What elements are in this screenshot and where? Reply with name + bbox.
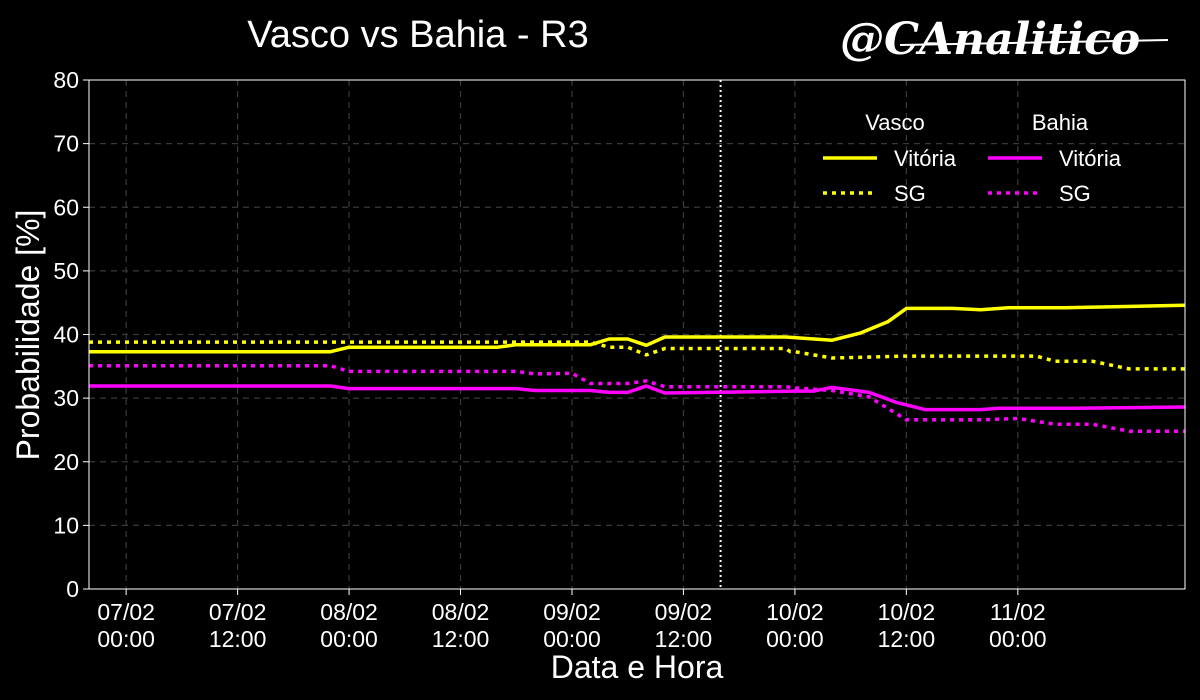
- grid-lines: [89, 80, 1185, 589]
- y-tick-label: 30: [53, 385, 79, 411]
- legend-entry-label: Vitória: [1059, 146, 1122, 171]
- x-tick-label-time: 00:00: [989, 626, 1047, 652]
- x-tick-label-date: 10/02: [766, 599, 824, 625]
- y-tick-label: 10: [53, 512, 79, 538]
- legend-entry-label: Vitória: [894, 146, 957, 171]
- x-tick-label-time: 12:00: [209, 626, 267, 652]
- x-tick-label-time: 12:00: [878, 626, 936, 652]
- x-tick-label-time: 12:00: [432, 626, 490, 652]
- series-line-vasco-vitoria: [89, 303, 1186, 354]
- x-tick-label-date: 11/02: [990, 599, 1046, 625]
- y-axis-label: Probabilidade [%]: [10, 210, 46, 461]
- x-tick-label-date: 08/02: [320, 599, 378, 625]
- x-tick-label-date: 09/02: [543, 599, 601, 625]
- x-tick-label-date: 07/02: [97, 599, 155, 625]
- x-tick-label-time: 00:00: [97, 626, 155, 652]
- y-tick-label: 50: [53, 258, 79, 284]
- x-tick-label-date: 10/02: [878, 599, 936, 625]
- series-line-vasco-sg: [89, 340, 1185, 371]
- x-tick-label-time: 00:00: [320, 626, 378, 652]
- legend-group-title: Vasco: [865, 110, 925, 135]
- x-axis-label: Data e Hora: [551, 649, 724, 685]
- y-tick-label: 20: [53, 449, 79, 475]
- legend-entry-label: SG: [894, 181, 926, 206]
- legend-group-title: Bahia: [1032, 110, 1089, 135]
- x-tick-label-time: 00:00: [543, 626, 601, 652]
- chart-title: Vasco vs Bahia - R3: [247, 14, 588, 56]
- x-tick-label-date: 09/02: [655, 599, 713, 625]
- series-line-bahia-vitoria: [89, 384, 1186, 412]
- y-tick-label: 80: [53, 67, 79, 93]
- watermark-underline: [899, 39, 1169, 46]
- x-tick-label-time: 00:00: [766, 626, 824, 652]
- x-tick-label-date: 07/02: [209, 599, 267, 625]
- x-tick-label-date: 08/02: [432, 599, 490, 625]
- y-tick-label: 0: [66, 576, 79, 602]
- series-line-bahia-sg: [89, 363, 1185, 433]
- legend: Vasco Vitória SG Bahia Vitória SG: [823, 110, 1122, 206]
- watermark-logo: @CAnalitico: [840, 14, 1140, 65]
- legend-entry-label: SG: [1059, 181, 1091, 206]
- series-layer: [89, 303, 1186, 433]
- y-tick-label: 40: [53, 322, 79, 348]
- x-axis-ticks: 07/0200:0007/0212:0008/0200:0008/0212:00…: [97, 589, 1047, 652]
- y-tick-label: 60: [53, 194, 79, 220]
- y-axis-ticks: 0 10 20 30 40 50 60 70 80: [53, 67, 89, 602]
- y-tick-label: 70: [53, 131, 79, 157]
- x-tick-label-time: 12:00: [655, 626, 713, 652]
